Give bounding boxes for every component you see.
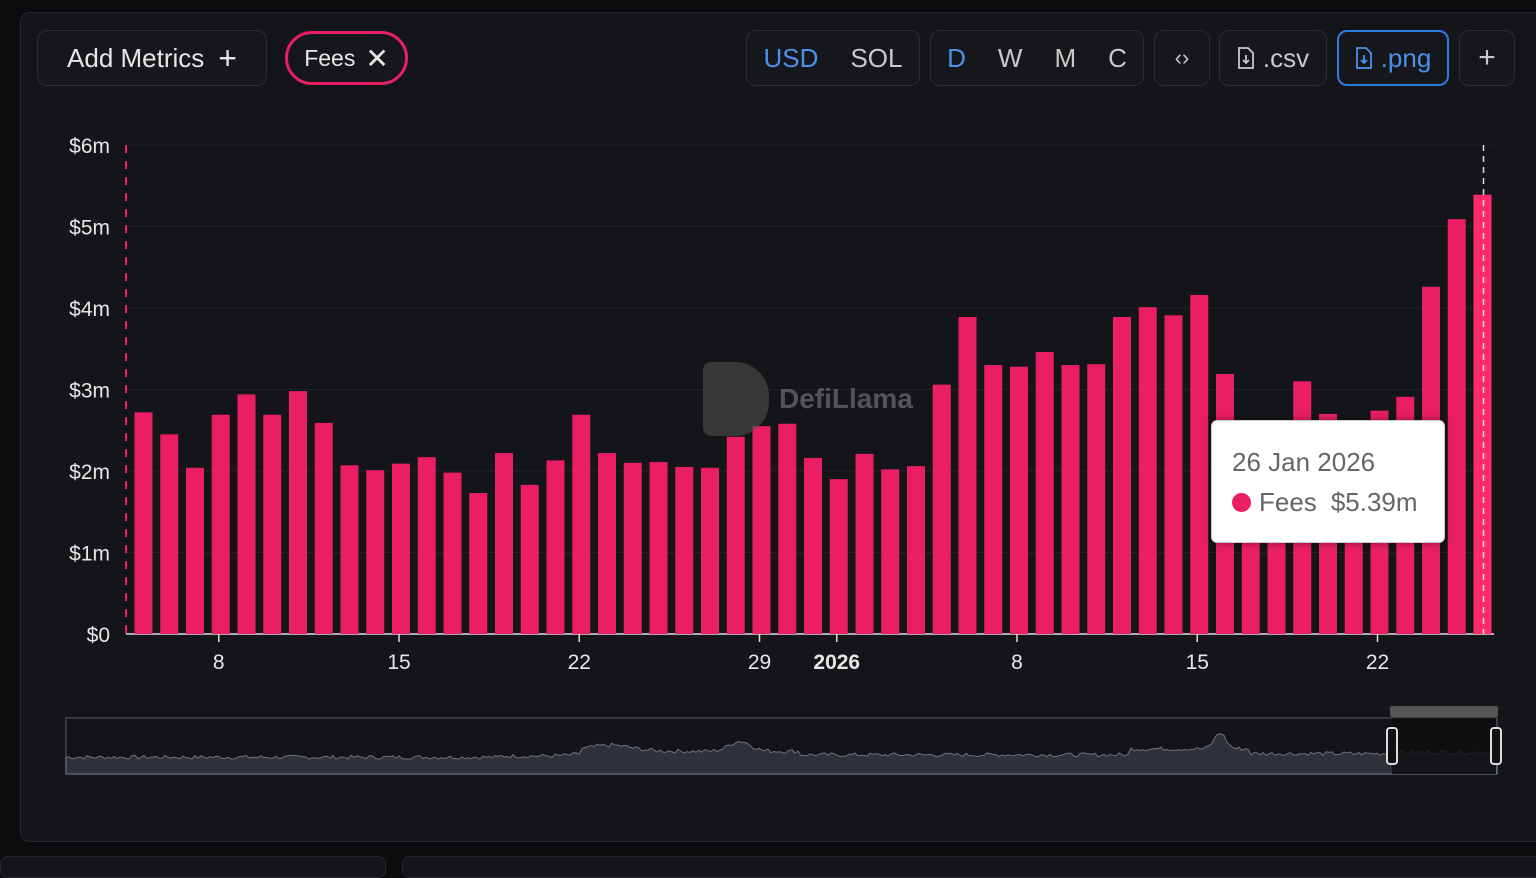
bar	[623, 462, 642, 634]
bar	[340, 465, 359, 634]
file-download-icon	[1355, 47, 1372, 69]
csv-label: .csv	[1262, 42, 1310, 73]
bar	[907, 466, 925, 634]
navigator-selection	[1392, 718, 1496, 774]
bar	[237, 394, 256, 634]
add-chart-button[interactable]: +	[1459, 30, 1515, 86]
bar	[1087, 364, 1106, 634]
x-tick-label: 22	[568, 651, 591, 674]
download-csv-button[interactable]: .csv	[1219, 30, 1327, 86]
bar	[186, 467, 204, 634]
bar	[1164, 315, 1183, 634]
y-tick-label: $2m	[69, 461, 110, 484]
code-icon: ‹›	[1174, 45, 1190, 70]
bar	[495, 453, 513, 634]
bar	[701, 467, 719, 634]
bar	[1061, 365, 1080, 634]
bar	[752, 426, 771, 634]
file-download-icon	[1237, 47, 1254, 69]
plus-icon: +	[218, 39, 237, 76]
interval-w[interactable]: W	[997, 42, 1023, 73]
bar	[1138, 307, 1157, 634]
close-icon[interactable]: ✕	[365, 42, 389, 74]
bar	[520, 484, 539, 634]
y-tick-label: $5m	[69, 217, 110, 240]
y-tick-label: $1m	[69, 543, 110, 566]
y-tick-label: $4m	[69, 298, 110, 321]
tooltip-date: 26 Jan 2026	[1232, 447, 1376, 477]
x-tick-label: 29	[748, 651, 771, 674]
y-tick-label: $6m	[69, 135, 110, 158]
watermark-text: DefiLlama	[779, 383, 913, 414]
y-tick-label: $3m	[69, 380, 110, 403]
series-dot-icon	[1232, 493, 1251, 512]
bar	[160, 434, 179, 634]
tooltip-series: Fees	[1259, 487, 1317, 517]
metric-chip-label: Fees	[304, 44, 356, 71]
bar	[1473, 194, 1492, 634]
bar	[546, 460, 565, 634]
interval-toggle: D W M C	[930, 30, 1144, 86]
navigator-handle[interactable]	[1490, 727, 1502, 765]
bar	[289, 391, 307, 634]
embed-button[interactable]: ‹›	[1154, 30, 1210, 86]
currency-toggle: USD SOL	[746, 30, 920, 86]
bar	[443, 472, 462, 634]
x-tick-label: 8	[1011, 651, 1023, 674]
tooltip-value: $5.39m	[1330, 487, 1418, 517]
download-png-button[interactable]: .png	[1337, 30, 1449, 86]
watermark: DefiLlama	[703, 362, 913, 436]
bar	[958, 316, 977, 634]
bar	[726, 436, 745, 634]
x-tick-label: 2026	[813, 651, 860, 674]
bar	[649, 462, 668, 634]
bar	[855, 453, 874, 634]
bar	[1113, 316, 1131, 634]
bar	[366, 470, 385, 634]
bar	[598, 453, 616, 634]
plus-icon: +	[1478, 41, 1496, 74]
bar	[1447, 219, 1466, 635]
bar	[778, 423, 797, 634]
bar	[392, 463, 410, 634]
interval-c[interactable]: C	[1108, 42, 1127, 73]
bar	[263, 414, 282, 634]
bar	[932, 384, 951, 634]
add-metrics-button[interactable]: Add Metrics +	[37, 30, 267, 86]
tooltip: 26 Jan 2026 Fees $5.39m	[1211, 420, 1445, 543]
bar	[829, 479, 848, 634]
bar	[984, 365, 1003, 634]
bar	[881, 469, 900, 634]
llama-logo-icon	[703, 362, 769, 436]
navigator-drag-bar	[1390, 706, 1498, 717]
x-tick-label: 22	[1366, 651, 1389, 674]
x-tick-label: 8	[213, 651, 225, 674]
currency-usd[interactable]: USD	[763, 42, 819, 73]
navigator-area	[65, 733, 1498, 775]
add-metrics-label: Add Metrics	[67, 42, 205, 73]
bar	[134, 412, 153, 634]
bar	[469, 493, 488, 634]
png-label: .png	[1380, 42, 1432, 73]
bar	[417, 457, 436, 634]
bar	[314, 422, 333, 634]
navigator-handle[interactable]	[1386, 727, 1398, 765]
currency-sol[interactable]: SOL	[850, 42, 903, 73]
bar	[211, 414, 230, 634]
bar	[1035, 352, 1054, 634]
x-tick-label: 15	[1186, 651, 1209, 674]
bar	[804, 457, 822, 634]
y-tick-label: $0	[87, 624, 110, 647]
interval-m[interactable]: M	[1054, 42, 1077, 73]
x-tick-label: 15	[387, 651, 410, 674]
bar	[1010, 366, 1028, 634]
bar	[572, 414, 591, 634]
bar	[1190, 294, 1209, 634]
metric-chip-fees[interactable]: Fees ✕	[285, 31, 408, 85]
bar	[675, 466, 694, 634]
navigator-unselected	[66, 718, 1392, 774]
interval-d[interactable]: D	[947, 42, 966, 73]
